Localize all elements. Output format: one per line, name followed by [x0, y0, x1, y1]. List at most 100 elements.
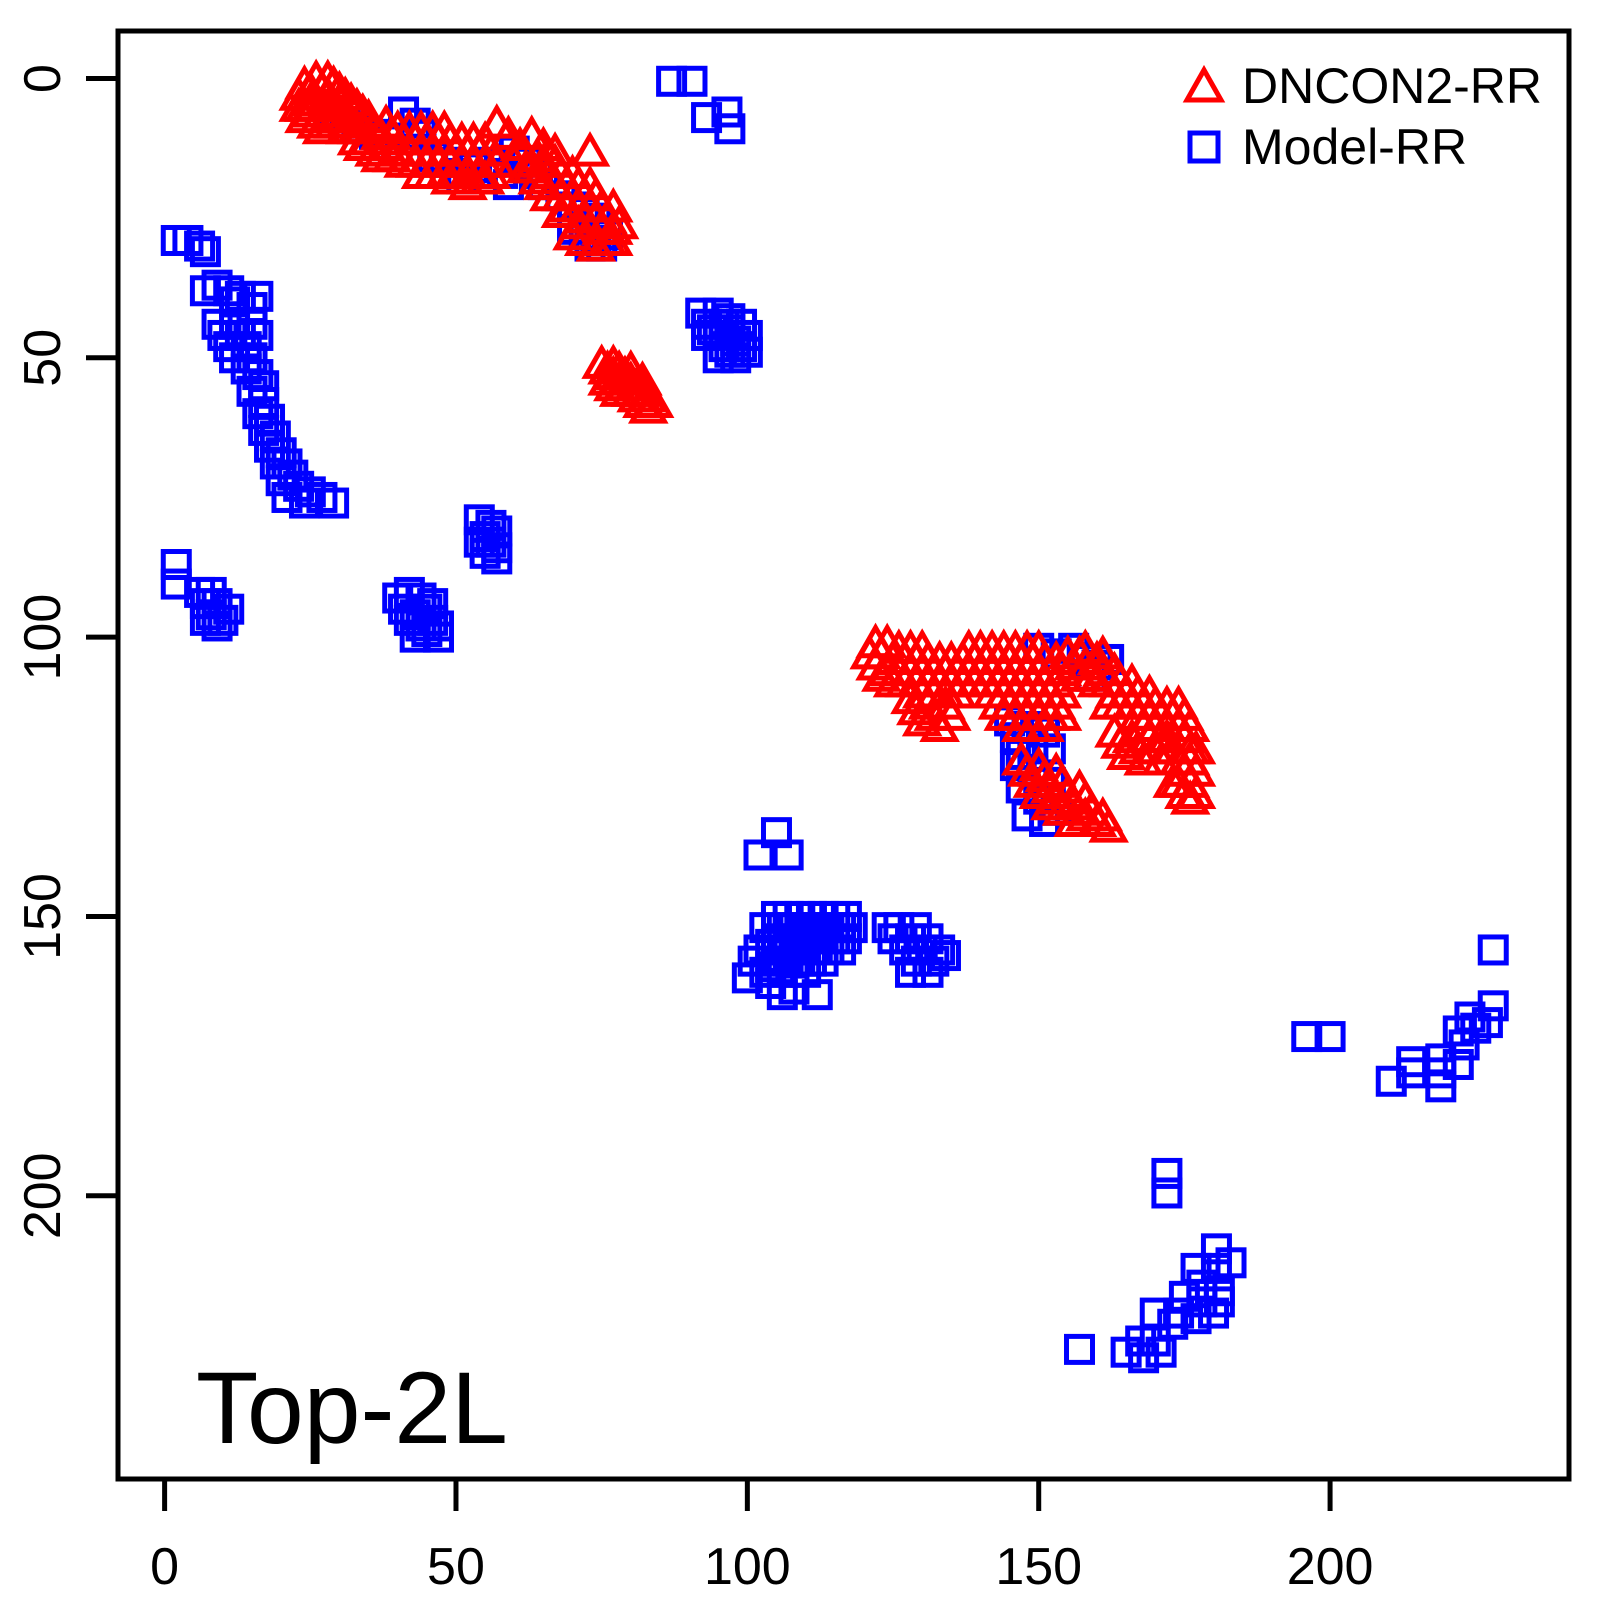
- model-rr-square-marker: [676, 65, 708, 97]
- dncon2-rr-triangle-marker: [872, 661, 914, 698]
- x-axis: 0 50 100 150 200: [150, 1479, 1373, 1596]
- x-tick-label: 200: [1287, 1538, 1374, 1596]
- dncon2-rr-triangle-marker: [919, 706, 960, 743]
- y-tick-label: 150: [14, 873, 72, 960]
- model-rr-square-marker: [463, 526, 495, 558]
- model-rr-square-marker: [1477, 934, 1509, 966]
- series-model-rr: [160, 65, 1509, 1374]
- dncon2-rr-triangle-marker: [633, 382, 675, 418]
- model-rr-square-marker: [656, 65, 688, 97]
- plot-area: [115, 28, 1572, 1482]
- dncon2-rr-triangle-marker: [307, 86, 349, 122]
- model-rr-square-marker: [189, 236, 221, 268]
- y-tick-label: 100: [14, 594, 72, 681]
- y-tick-label: 200: [14, 1152, 72, 1239]
- model-rr-square-marker: [423, 621, 455, 653]
- model-rr-square-marker: [1064, 1333, 1096, 1365]
- model-rr-square-marker: [1396, 1046, 1428, 1078]
- y-tick-label: 0: [14, 64, 72, 93]
- legend-item-model-rr: Model-RR: [1187, 119, 1467, 175]
- model-rr-square-marker: [1110, 1336, 1142, 1368]
- dncon2-rr-triangle-marker: [1024, 706, 1065, 743]
- dncon2-rr-triangle-marker: [1175, 751, 1217, 787]
- series-dncon2-rr: [278, 58, 1217, 843]
- model-rr-square-marker: [265, 465, 297, 497]
- dncon2-rr-triangle-marker: [1140, 739, 1182, 776]
- dncon2-rr-triangle-marker: [342, 125, 384, 162]
- dncon2-rr-triangle-marker: [1053, 801, 1094, 837]
- model-rr-square-marker: [1180, 1303, 1212, 1335]
- model-rr-square-marker: [1145, 1336, 1177, 1368]
- model-rr-square-marker: [288, 487, 320, 519]
- corner-label: Top-2L: [196, 1351, 508, 1465]
- model-rr-square-marker: [1442, 1048, 1474, 1080]
- dncon2-rr-triangle-marker: [301, 108, 343, 145]
- model-rr-square-marker: [207, 604, 239, 636]
- model-rr-square-marker: [714, 113, 746, 145]
- model-rr-square-marker: [912, 956, 944, 988]
- model-rr-square-marker: [1198, 1297, 1230, 1329]
- dncon2-rr-triangle-marker: [1140, 717, 1182, 754]
- dncon2-rr-triangle-marker: [1105, 734, 1147, 770]
- legend-triangle-icon: [1182, 64, 1226, 103]
- dncon2-rr-triangle-marker: [930, 695, 972, 731]
- model-rr-square-marker: [271, 481, 303, 513]
- dncon2-rr-triangle-marker: [1152, 762, 1194, 798]
- dncon2-rr-triangle-marker: [1041, 650, 1083, 687]
- model-rr-square-marker: [201, 610, 233, 642]
- dncon2-rr-triangle-marker: [610, 348, 652, 385]
- model-rr-square-marker: [160, 568, 192, 600]
- model-rr-square-marker: [711, 96, 743, 128]
- dncon2-rr-triangle-marker: [1082, 633, 1124, 670]
- model-rr-square-marker: [737, 945, 769, 977]
- model-rr-square-marker: [731, 962, 763, 994]
- model-rr-square-marker: [731, 336, 763, 368]
- model-rr-square-marker: [399, 621, 431, 653]
- x-tick-label: 150: [995, 1538, 1082, 1596]
- legend-label: Model-RR: [1242, 119, 1467, 175]
- plot-border: [115, 28, 1572, 1482]
- model-rr-square-marker: [766, 979, 798, 1011]
- model-rr-square-marker: [481, 543, 513, 575]
- y-tick-label: 50: [14, 329, 72, 387]
- dncon2-rr-triangle-marker: [1169, 779, 1211, 815]
- dncon2-rr-triangle-marker: [1175, 728, 1217, 765]
- dncon2-rr-triangle-marker: [901, 700, 943, 737]
- dncon2-rr-triangle-marker: [1123, 706, 1164, 743]
- model-rr-square-marker: [1314, 1021, 1346, 1053]
- x-tick-label: 100: [704, 1538, 791, 1596]
- model-rr-square-marker: [836, 912, 868, 944]
- x-tick-label: 0: [150, 1538, 179, 1596]
- model-rr-square-marker: [1471, 1007, 1503, 1039]
- dncon2-rr-triangle-marker: [593, 220, 634, 256]
- dncon2-rr-triangle-marker: [1065, 628, 1106, 664]
- legend-label: DNCON2-RR: [1242, 58, 1542, 114]
- model-rr-square-marker: [160, 549, 192, 581]
- model-rr-square-marker: [1291, 1021, 1323, 1053]
- dncon2-rr-triangle-marker: [464, 159, 506, 195]
- model-rr-square-marker: [219, 286, 251, 318]
- model-rr-square-marker: [743, 839, 775, 871]
- model-rr-square-marker: [772, 839, 804, 871]
- dncon2-rr-triangle-marker: [278, 86, 319, 122]
- dncon2-rr-triangle-marker: [540, 192, 582, 229]
- dncon2-rr-triangle-marker: [429, 159, 471, 195]
- x-tick-label: 50: [427, 1538, 485, 1596]
- y-axis: 0 50 100 150 200: [14, 64, 118, 1239]
- model-rr-square-marker: [184, 230, 216, 262]
- model-rr-square-marker: [895, 956, 927, 988]
- model-rr-square-marker: [189, 275, 221, 307]
- legend-item-dncon2-rr: DNCON2-RR: [1182, 58, 1542, 114]
- model-rr-square-marker: [1151, 1177, 1183, 1209]
- dncon2-rr-triangle-marker: [569, 131, 611, 167]
- model-rr-square-marker: [691, 319, 723, 351]
- model-rr-square-marker: [1375, 1065, 1407, 1097]
- model-rr-square-marker: [929, 940, 961, 972]
- model-rr-square-marker: [1128, 1342, 1160, 1374]
- model-rr-square-marker: [1454, 1001, 1486, 1033]
- model-rr-square-marker: [1151, 1157, 1183, 1189]
- model-rr-square-marker: [318, 487, 350, 519]
